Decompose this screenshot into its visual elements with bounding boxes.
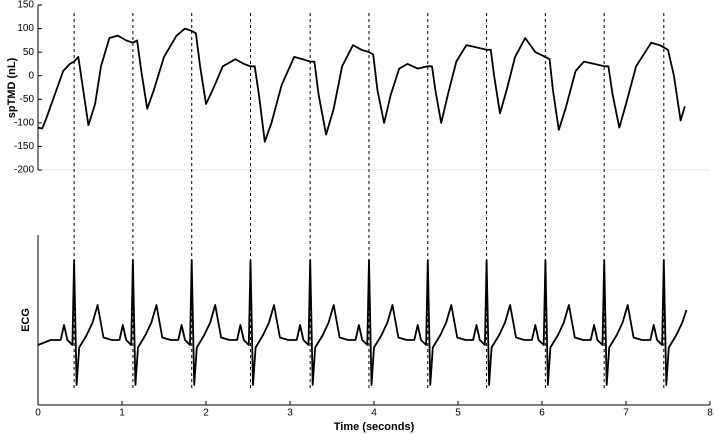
y-tick-label: -200 <box>14 165 34 176</box>
x-tick-label: 5 <box>455 408 461 419</box>
y-axis-label: spTMD (nL) <box>6 57 18 118</box>
x-tick-label: 0 <box>35 408 41 419</box>
y-tick-label: -150 <box>14 141 34 152</box>
y-tick-label: -100 <box>14 117 34 128</box>
data-line <box>37 27 686 143</box>
x-tick-label: 3 <box>287 408 293 419</box>
y-axis-label: ECG <box>20 308 32 332</box>
y-tick-label: 0 <box>28 70 34 81</box>
y-tick-label: 100 <box>17 23 34 34</box>
y-tick-label: -50 <box>20 94 35 105</box>
x-axis-label: Time (seconds) <box>334 421 415 433</box>
x-tick-label: 6 <box>539 408 545 419</box>
x-tick-label: 7 <box>623 408 629 419</box>
x-tick-label: 1 <box>119 408 125 419</box>
y-tick-label: 150 <box>17 0 34 11</box>
x-tick-label: 4 <box>371 408 377 419</box>
data-line <box>37 259 688 386</box>
x-tick-label: 2 <box>203 408 209 419</box>
y-tick-label: 50 <box>23 47 35 58</box>
x-tick-label: 8 <box>707 408 713 419</box>
